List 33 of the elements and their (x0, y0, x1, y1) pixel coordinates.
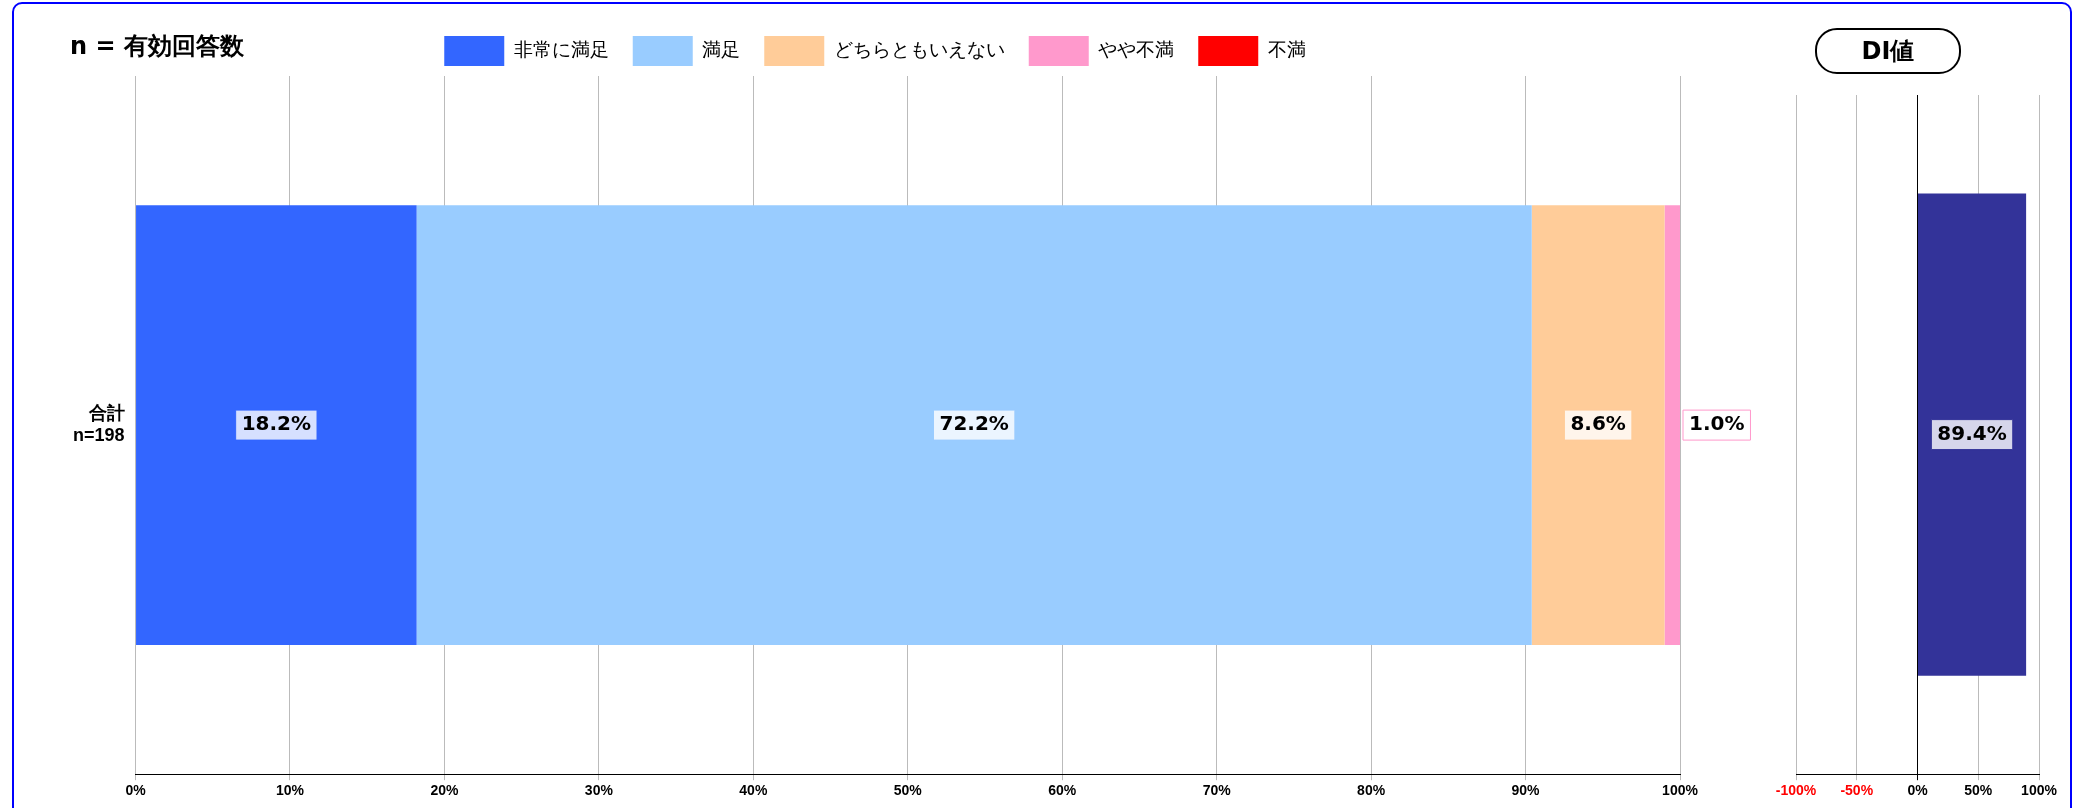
data-label: 1.0% (1689, 411, 1745, 436)
x-tick-label: 20% (430, 782, 459, 799)
x-tick-label: 0% (1907, 782, 1929, 799)
x-tick-label: 60% (1048, 782, 1077, 799)
x-tick-label: 100% (1662, 782, 1699, 799)
x-tick-label: 30% (584, 782, 614, 799)
x-tick-label: 40% (739, 782, 768, 799)
x-tick-label: 0% (125, 782, 147, 799)
x-tick-label: -100% (1775, 782, 1817, 799)
x-tick-label: 10% (275, 782, 305, 799)
legend-label: 非常に満足 (513, 39, 609, 61)
chart-title: DI値 (1815, 28, 1961, 74)
legend-label: どちらともいえない (833, 39, 1005, 61)
data-label: 18.2% (241, 411, 312, 436)
data-label: 72.2% (939, 411, 1009, 436)
bar (136, 205, 417, 646)
bar (1664, 205, 1680, 646)
x-tick-label: -50% (1840, 782, 1874, 799)
data-label: 89.4% (1937, 420, 2007, 445)
data-label: 8.6% (1570, 411, 1626, 436)
legend-label: 不満 (1267, 39, 1306, 61)
x-tick-label: 50% (1964, 782, 1993, 799)
legend-label: やや不満 (1098, 39, 1175, 61)
x-tick-label: 80% (1357, 782, 1386, 799)
chart-title: n = 有効回答数 (70, 31, 244, 62)
x-tick-label: 50% (893, 782, 923, 799)
y-tick-label: 合計 n=198 (72, 403, 125, 445)
x-tick-label: 90% (1511, 782, 1541, 799)
bar (1531, 205, 1665, 646)
bar (416, 205, 1532, 646)
x-tick-label: 100% (2021, 782, 2058, 799)
x-tick-label: 70% (1202, 782, 1232, 799)
legend-label: 満足 (702, 39, 741, 61)
